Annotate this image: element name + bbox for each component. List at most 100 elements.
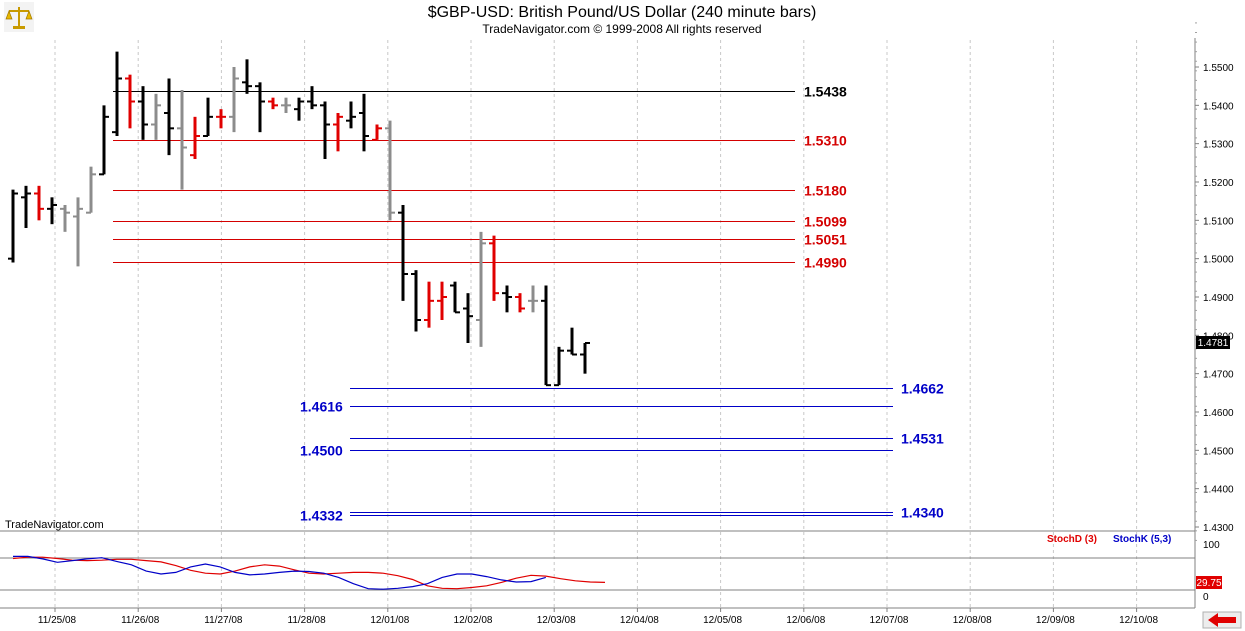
stochastic-lines	[12, 555, 606, 590]
price-tick-label: 1.5100	[1203, 216, 1234, 227]
date-tick-label: 12/08/08	[953, 615, 992, 626]
price-tick-label: 1.4700	[1203, 370, 1234, 381]
support-label: 1.4340	[901, 505, 944, 521]
ohlc-bar	[229, 67, 239, 133]
legend-stochk: StochK (5,3)	[1113, 534, 1171, 545]
ohlc-bar	[372, 124, 382, 141]
ohlc-bar	[320, 101, 330, 159]
price-tick-label: 1.4900	[1203, 293, 1234, 304]
date-tick-label: 12/07/08	[870, 615, 909, 626]
price-tick-label: 1.4600	[1203, 408, 1234, 419]
date-tick-label: 12/02/08	[454, 615, 493, 626]
ohlc-bar	[21, 185, 31, 228]
current-price-label: 1.4781	[1198, 338, 1229, 349]
ohlc-bar	[268, 97, 278, 110]
chart-title: $GBP-USD: British Pound/US Dollar (240 m…	[428, 4, 817, 21]
ohlc-bar	[242, 59, 252, 94]
osc-tick-label: 100	[1203, 540, 1220, 551]
support-label: 1.4500	[300, 443, 343, 459]
resistance-label: 1.5051	[804, 232, 847, 248]
ohlc-bar	[580, 341, 590, 374]
ohlc-bar	[99, 105, 109, 176]
price-tick-label: 1.4400	[1203, 485, 1234, 496]
ohlc-bar	[60, 204, 70, 232]
chart-subtitle: TradeNavigator.com © 1999-2008 All right…	[482, 22, 761, 36]
price-tick-label: 1.5200	[1203, 178, 1234, 189]
support-label: 1.4616	[300, 399, 343, 415]
ohlc-bar	[554, 346, 564, 387]
ohlc-bar	[489, 235, 499, 301]
ohlc-bar	[281, 97, 291, 113]
date-axis: 11/25/08 11/26/08 11/27/08 11/28/08 12/01/08…	[38, 608, 1158, 626]
ohlc-bar	[164, 78, 174, 156]
ohlc-bar	[255, 82, 265, 133]
support-label: 1.4531	[901, 431, 944, 447]
ohlc-bar	[294, 97, 304, 121]
price-tick-label: 1.5300	[1203, 140, 1234, 151]
date-tick-label: 12/05/08	[703, 615, 742, 626]
date-tick-label: 11/26/08	[121, 615, 160, 626]
ohlc-bar	[177, 89, 187, 190]
osc-current-tag: 29.75	[1196, 576, 1222, 589]
resistance-label: 1.5310	[804, 133, 847, 149]
ohlc-bar	[47, 197, 57, 225]
ohlc-bar	[151, 93, 161, 140]
price-tick-label: 1.4500	[1203, 446, 1234, 457]
ohlc-bar	[424, 281, 434, 328]
ohlc-bar	[541, 285, 551, 387]
date-tick-label: 11/28/08	[288, 615, 327, 626]
date-tick-label: 11/25/08	[38, 615, 77, 626]
ohlc-bar	[385, 120, 395, 221]
ohlc-bar	[502, 285, 512, 313]
watermark-text: TradeNavigator.com	[5, 519, 104, 531]
ohlc-bar	[190, 116, 200, 159]
gold-scales-icon	[4, 2, 34, 32]
ohlc-bar	[515, 293, 525, 313]
date-tick-label: 12/09/08	[1036, 615, 1075, 626]
osc-current-label: 29.75	[1196, 578, 1221, 589]
ohlc-bar	[437, 281, 447, 320]
price-tick-label: 1.5500	[1203, 63, 1234, 74]
ohlc-bar	[476, 231, 486, 347]
ohlc-bar	[86, 166, 96, 214]
ohlc-bar	[528, 285, 538, 313]
ohlc-bar	[73, 197, 83, 267]
date-tick-label: 11/27/08	[204, 615, 243, 626]
ohlc-bar	[567, 327, 577, 356]
date-tick-label: 12/10/08	[1119, 615, 1158, 626]
price-tick-label: 1.4300	[1203, 523, 1234, 534]
current-price-tag: 1.4781	[1196, 336, 1230, 349]
ohlc-bar	[138, 86, 148, 140]
resistance-label: 1.4990	[804, 255, 847, 271]
ohlc-bars	[8, 51, 590, 387]
date-tick-label: 12/06/08	[786, 615, 825, 626]
date-tick-label: 12/03/08	[537, 615, 576, 626]
ohlc-bar	[359, 93, 369, 152]
ohlc-bar	[216, 109, 226, 129]
ohlc-bar	[333, 112, 343, 152]
red-left-arrow-icon[interactable]	[1202, 611, 1242, 629]
date-tick-label: 12/04/08	[620, 615, 659, 626]
ohlc-bar	[203, 97, 213, 137]
ohlc-bar	[450, 281, 460, 314]
ohlc-bar	[112, 51, 122, 136]
ohlc-bar	[411, 270, 421, 332]
resistance-label: 1.5099	[804, 214, 847, 230]
legend-stochd: StochD (3)	[1047, 534, 1097, 545]
ohlc-bar	[8, 189, 18, 263]
osc-axis: 100 0	[1203, 540, 1220, 603]
price-tick-label: 1.5400	[1203, 101, 1234, 112]
support-resistance-levels: 1.5438 1.5310 1.5180 1.5099 1.5051 1.4990 1.46…	[113, 84, 944, 524]
resistance-label: 1.5180	[804, 183, 847, 199]
osc-tick-label: 0	[1203, 592, 1209, 603]
resistance-label: 1.5438	[804, 84, 847, 100]
price-tick-label: 1.5000	[1203, 255, 1234, 266]
ohlc-bar	[307, 86, 317, 110]
date-tick-label: 12/01/08	[370, 615, 409, 626]
ohlc-bar	[463, 293, 473, 343]
price-grid	[54, 40, 1138, 607]
support-label: 1.4662	[901, 381, 944, 397]
ohlc-bar	[125, 74, 135, 129]
stochk-line	[13, 555, 546, 590]
